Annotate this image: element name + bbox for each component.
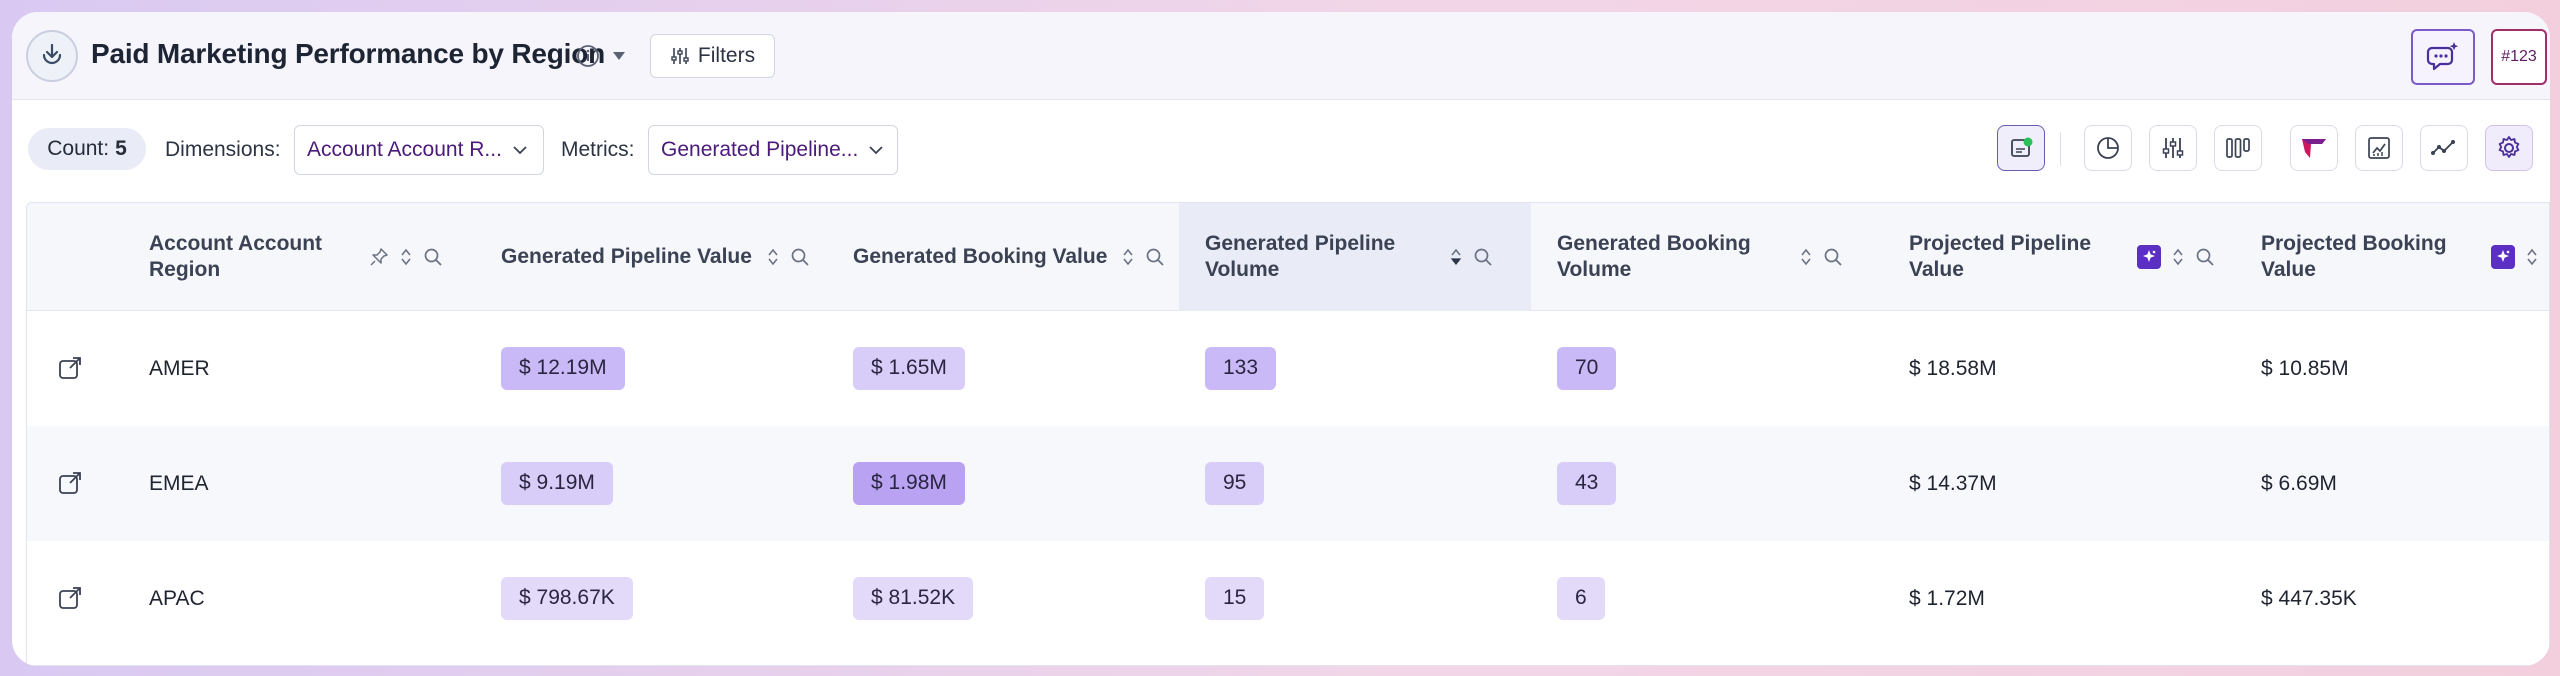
cell-generated-pipeline-volume: 133	[1205, 347, 1277, 390]
cell-generated-pipeline-value: $ 9.19M	[501, 462, 613, 505]
ai-sparkle-icon	[2491, 245, 2515, 269]
column-header-label: Account Account Region	[149, 232, 323, 281]
ai-chat-button[interactable]	[2411, 29, 2475, 85]
chevron-down-icon	[869, 146, 883, 155]
metrics-label: Metrics:	[561, 138, 635, 161]
pie-chart-icon	[2097, 137, 2119, 159]
cell-projected-pipeline-value: $ 18.58M	[1909, 356, 1997, 380]
count-label: Count:	[47, 137, 110, 160]
table-header: Account Account Region Generated Pipelin…	[27, 203, 2549, 311]
filter-sliders-icon	[671, 48, 689, 64]
ai-sparkle-icon	[2137, 245, 2161, 269]
column-header-generated-pipeline-volume[interactable]: Generated Pipeline Volume	[1179, 203, 1531, 311]
page-title: Paid Marketing Performance by Region	[91, 38, 606, 69]
column-header-projected-pipeline-value[interactable]: Projected Pipeline Value	[1909, 203, 2215, 311]
sort-icon[interactable]	[1121, 246, 1135, 268]
column-header-projected-booking-value[interactable]: Projected Booking Value	[2261, 203, 2539, 311]
metrics-select[interactable]: Generated Pipeline...	[648, 125, 898, 175]
cell-generated-booking-volume: 43	[1557, 462, 1617, 505]
cell-projected-pipeline-value: $ 1.72M	[1909, 586, 1985, 610]
table-row: AMER $ 12.19M $ 1.65M 133 70 $ 18.58M $ …	[27, 311, 2549, 426]
cell-projected-pipeline-value: $ 14.37M	[1909, 471, 1997, 495]
pie-chart-button[interactable]	[2084, 125, 2132, 171]
chevron-down-icon[interactable]	[610, 48, 628, 64]
cell-projected-booking-value: $ 10.85M	[2261, 356, 2349, 380]
funnel-brand-button[interactable]	[2290, 125, 2338, 171]
count-value: 5	[115, 137, 127, 160]
columns-icon	[2226, 138, 2250, 158]
count-badge: Count: 5	[28, 128, 146, 170]
cell-region: APAC	[149, 586, 205, 610]
column-header-generated-booking-volume[interactable]: Generated Booking Volume	[1557, 203, 1843, 311]
cell-region: EMEA	[149, 471, 209, 495]
cell-generated-pipeline-volume: 95	[1205, 462, 1265, 505]
search-icon[interactable]	[790, 247, 810, 267]
column-header-label: Generated Pipeline Volume	[1205, 232, 1396, 281]
cell-generated-booking-volume: 6	[1557, 577, 1605, 620]
column-header-region[interactable]: Account Account Region	[149, 203, 443, 311]
sliders-icon	[2162, 138, 2184, 158]
data-table: Account Account Region Generated Pipelin…	[26, 202, 2550, 666]
funnel-icon	[2302, 139, 2326, 158]
settings-button[interactable]	[2485, 125, 2533, 171]
metrics-value: Generated Pipeline...	[661, 138, 859, 161]
trend-line-icon	[2431, 140, 2455, 155]
search-icon[interactable]	[1145, 247, 1165, 267]
sort-icon[interactable]	[2171, 246, 2185, 268]
ai-chat-icon	[2426, 42, 2459, 71]
column-header-label: Generated Pipeline Value	[501, 245, 752, 268]
chevron-down-icon	[513, 146, 527, 155]
settings-icon	[2498, 136, 2520, 158]
report-chart-icon	[2368, 137, 2390, 159]
dimensions-value: Account Account R...	[307, 138, 502, 161]
pin-icon[interactable]	[369, 247, 389, 267]
cell-region: AMER	[149, 356, 210, 380]
cell-generated-booking-value: $ 1.65M	[853, 347, 965, 390]
column-header-label: Projected Booking Value	[2261, 232, 2447, 281]
cell-projected-booking-value: $ 447.35K	[2261, 586, 2357, 610]
sort-descending-icon[interactable]	[1449, 246, 1463, 268]
cell-generated-pipeline-value: $ 12.19M	[501, 347, 625, 390]
app-logo-icon[interactable]	[26, 30, 78, 82]
cell-generated-booking-value: $ 81.52K	[853, 577, 974, 620]
column-header-label: Generated Booking Volume	[1557, 232, 1751, 281]
table-row: APAC $ 798.67K $ 81.52K 15 6 $ 1.72M $ 4…	[27, 541, 2549, 656]
cell-projected-booking-value: $ 6.69M	[2261, 471, 2337, 495]
report-header: Paid Marketing Performance by Region Fil…	[12, 12, 2550, 100]
sort-icon[interactable]	[2525, 246, 2539, 268]
column-header-generated-booking-value[interactable]: Generated Booking Value	[853, 203, 1165, 311]
column-header-generated-pipeline-value[interactable]: Generated Pipeline Value	[501, 203, 810, 311]
cell-generated-pipeline-volume: 15	[1205, 577, 1265, 620]
filters-label: Filters	[697, 44, 756, 67]
insight-icon	[2011, 137, 2033, 157]
open-external-icon[interactable]	[57, 355, 83, 381]
table-row: EMEA $ 9.19M $ 1.98M 95 43 $ 14.37M $ 6.…	[27, 426, 2549, 541]
adjust-button[interactable]	[2149, 125, 2197, 171]
report-chart-button[interactable]	[2355, 125, 2403, 171]
cell-generated-pipeline-value: $ 798.67K	[501, 577, 633, 620]
open-external-icon[interactable]	[57, 585, 83, 611]
app-frame: Paid Marketing Performance by Region Fil…	[12, 12, 2550, 666]
search-icon[interactable]	[1823, 247, 1843, 267]
sort-icon[interactable]	[1799, 246, 1813, 268]
toolbar-divider	[2060, 132, 2061, 166]
search-icon[interactable]	[423, 247, 443, 267]
insight-toggle-button[interactable]	[1997, 125, 2045, 171]
sort-icon[interactable]	[399, 246, 413, 268]
filters-button[interactable]: Filters	[650, 34, 775, 78]
search-icon[interactable]	[2195, 247, 2215, 267]
info-icon[interactable]	[576, 44, 600, 68]
cell-generated-booking-value: $ 1.98M	[853, 462, 965, 505]
dimensions-label: Dimensions:	[165, 138, 281, 161]
cell-generated-booking-volume: 70	[1557, 347, 1617, 390]
search-icon[interactable]	[1473, 247, 1493, 267]
dimensions-select[interactable]: Account Account R...	[294, 125, 544, 175]
tag-number-button[interactable]: #123	[2491, 29, 2547, 85]
trend-line-button[interactable]	[2420, 125, 2468, 171]
open-external-icon[interactable]	[57, 470, 83, 496]
column-header-label: Projected Pipeline Value	[1909, 232, 2092, 281]
column-header-label: Generated Booking Value	[853, 245, 1108, 268]
columns-button[interactable]	[2214, 125, 2262, 171]
sort-icon[interactable]	[766, 246, 780, 268]
